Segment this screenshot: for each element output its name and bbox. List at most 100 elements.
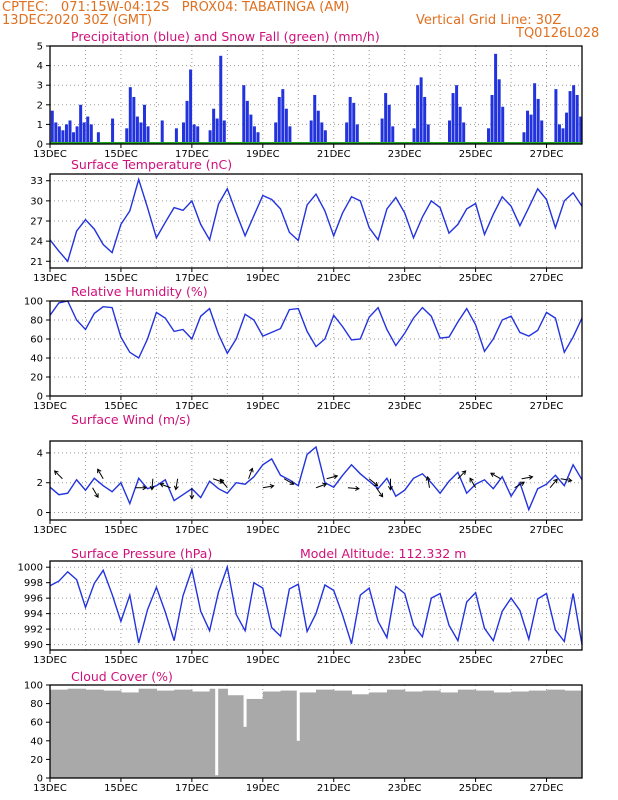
precip-bar xyxy=(557,124,561,144)
wind-arrowhead xyxy=(97,468,102,474)
cloud-bar xyxy=(493,692,512,778)
precip-bar xyxy=(208,130,212,144)
y-tick-label: 2 xyxy=(37,478,43,489)
x-tick-label: 13DEC xyxy=(33,655,67,666)
wind-arrow xyxy=(549,478,558,489)
x-tick-label: 15DEC xyxy=(104,273,138,284)
precip-bar xyxy=(490,95,494,144)
precip-bar xyxy=(281,89,285,144)
y-tick-label: 80 xyxy=(30,316,43,327)
precip-bar xyxy=(352,102,356,144)
header-line2: 13DEC2020 30Z (GMT) xyxy=(2,13,153,28)
wind-arrowhead xyxy=(173,485,179,491)
x-tick-label: 27DEC xyxy=(530,525,564,536)
precip-bar xyxy=(252,126,256,144)
cloud-bar xyxy=(422,690,441,778)
panel-title: Relative Humidity (%) xyxy=(71,284,208,299)
precip-bar xyxy=(391,126,395,144)
wind-arrowhead xyxy=(142,485,148,491)
precip-bar xyxy=(320,122,324,144)
wind-arrow xyxy=(326,475,338,480)
x-tick-label: 13DEC xyxy=(33,149,67,160)
precip-bar xyxy=(222,120,226,144)
x-tick-label: 25DEC xyxy=(459,149,493,160)
wind-arrow xyxy=(315,483,327,489)
wind-arrowhead xyxy=(461,470,467,475)
y-tick-label: 4 xyxy=(37,61,43,72)
precip-bar xyxy=(146,126,150,144)
x-tick-label: 21DEC xyxy=(317,655,351,666)
precip-bar xyxy=(249,114,253,144)
precip-bar xyxy=(68,120,72,144)
x-tick-label: 27DEC xyxy=(530,783,564,794)
precip-bar xyxy=(61,130,65,144)
wind-arrow xyxy=(283,478,294,485)
y-tick-label: 27 xyxy=(30,217,43,228)
precip-bar xyxy=(192,124,196,144)
y-tick-label: 996 xyxy=(24,594,43,605)
precip-bar xyxy=(242,85,246,144)
wind-arrow xyxy=(427,476,430,488)
x-tick-label: 15DEC xyxy=(104,655,138,666)
precip-bar xyxy=(75,126,79,144)
wind-arrow xyxy=(521,476,533,480)
x-tick-label: 19DEC xyxy=(246,273,280,284)
precip-bar xyxy=(215,118,219,144)
y-tick-label: 990 xyxy=(24,640,43,651)
y-tick-label: 100 xyxy=(24,297,43,308)
y-tick-label: 0 xyxy=(37,392,43,403)
wind-arrowhead xyxy=(53,470,59,475)
wind-arrow xyxy=(514,481,525,489)
cloud-dip xyxy=(296,685,300,741)
series-line xyxy=(49,176,583,263)
precip-bar xyxy=(125,128,129,144)
panel-frame xyxy=(49,45,583,145)
precip-bar xyxy=(196,126,200,144)
precip-bar xyxy=(277,96,281,144)
precip-bar xyxy=(135,116,139,144)
cloud-dip xyxy=(215,685,219,776)
cloud-bar xyxy=(50,689,69,778)
wind-arrowhead xyxy=(528,474,534,480)
cloud-bar xyxy=(351,694,370,778)
y-tick-label: 1 xyxy=(37,120,43,131)
panel-title: Surface Wind (m/s) xyxy=(71,412,191,427)
x-tick-label: 15DEC xyxy=(104,401,138,412)
cloud-bar xyxy=(564,690,583,778)
y-tick-label: 0 xyxy=(37,774,43,785)
header-line1: CPTEC: 071:15W-04:12S PROX04: TABATINGA … xyxy=(2,0,350,15)
cloud-bar xyxy=(475,690,494,778)
cloud-bar xyxy=(546,689,565,778)
x-tick-label: 19DEC xyxy=(246,525,280,536)
cloud-bar xyxy=(316,689,335,778)
wind-arrowhead xyxy=(333,474,339,480)
wind-arrow xyxy=(347,487,359,490)
wind-arrow xyxy=(469,477,477,488)
wind-arrowhead xyxy=(355,485,360,491)
cloud-bar xyxy=(120,692,140,778)
precip-bar xyxy=(458,106,462,144)
series-line xyxy=(49,564,583,645)
panel-title: Surface Temperature (nC) xyxy=(71,157,232,172)
panel-frame xyxy=(49,440,583,521)
y-tick-label: 3 xyxy=(37,81,43,92)
cloud-bar xyxy=(138,688,157,778)
precip-bar xyxy=(160,120,164,144)
cloud-bar xyxy=(369,692,388,778)
precip-bar xyxy=(128,87,132,144)
wind-arrowhead xyxy=(490,472,495,477)
cloud-bar xyxy=(280,690,299,778)
precip-bar xyxy=(529,114,533,144)
x-tick-label: 13DEC xyxy=(33,273,67,284)
x-tick-label: 23DEC xyxy=(388,273,422,284)
y-tick-label: 100 xyxy=(24,681,43,692)
wind-arrow xyxy=(248,468,253,479)
y-tick-label: 30 xyxy=(30,196,43,207)
y-tick-label: 24 xyxy=(30,237,43,248)
panel-4: 0 2 4 13DEC 15DEC 17DEC 19DEC 21DEC 23DEC 25DEC 27… xyxy=(33,412,583,536)
wind-arrow xyxy=(368,478,378,487)
panel-frame xyxy=(49,560,583,651)
precip-bar xyxy=(455,85,459,144)
wind-arrow xyxy=(97,468,104,479)
x-tick-label: 21DEC xyxy=(317,401,351,412)
